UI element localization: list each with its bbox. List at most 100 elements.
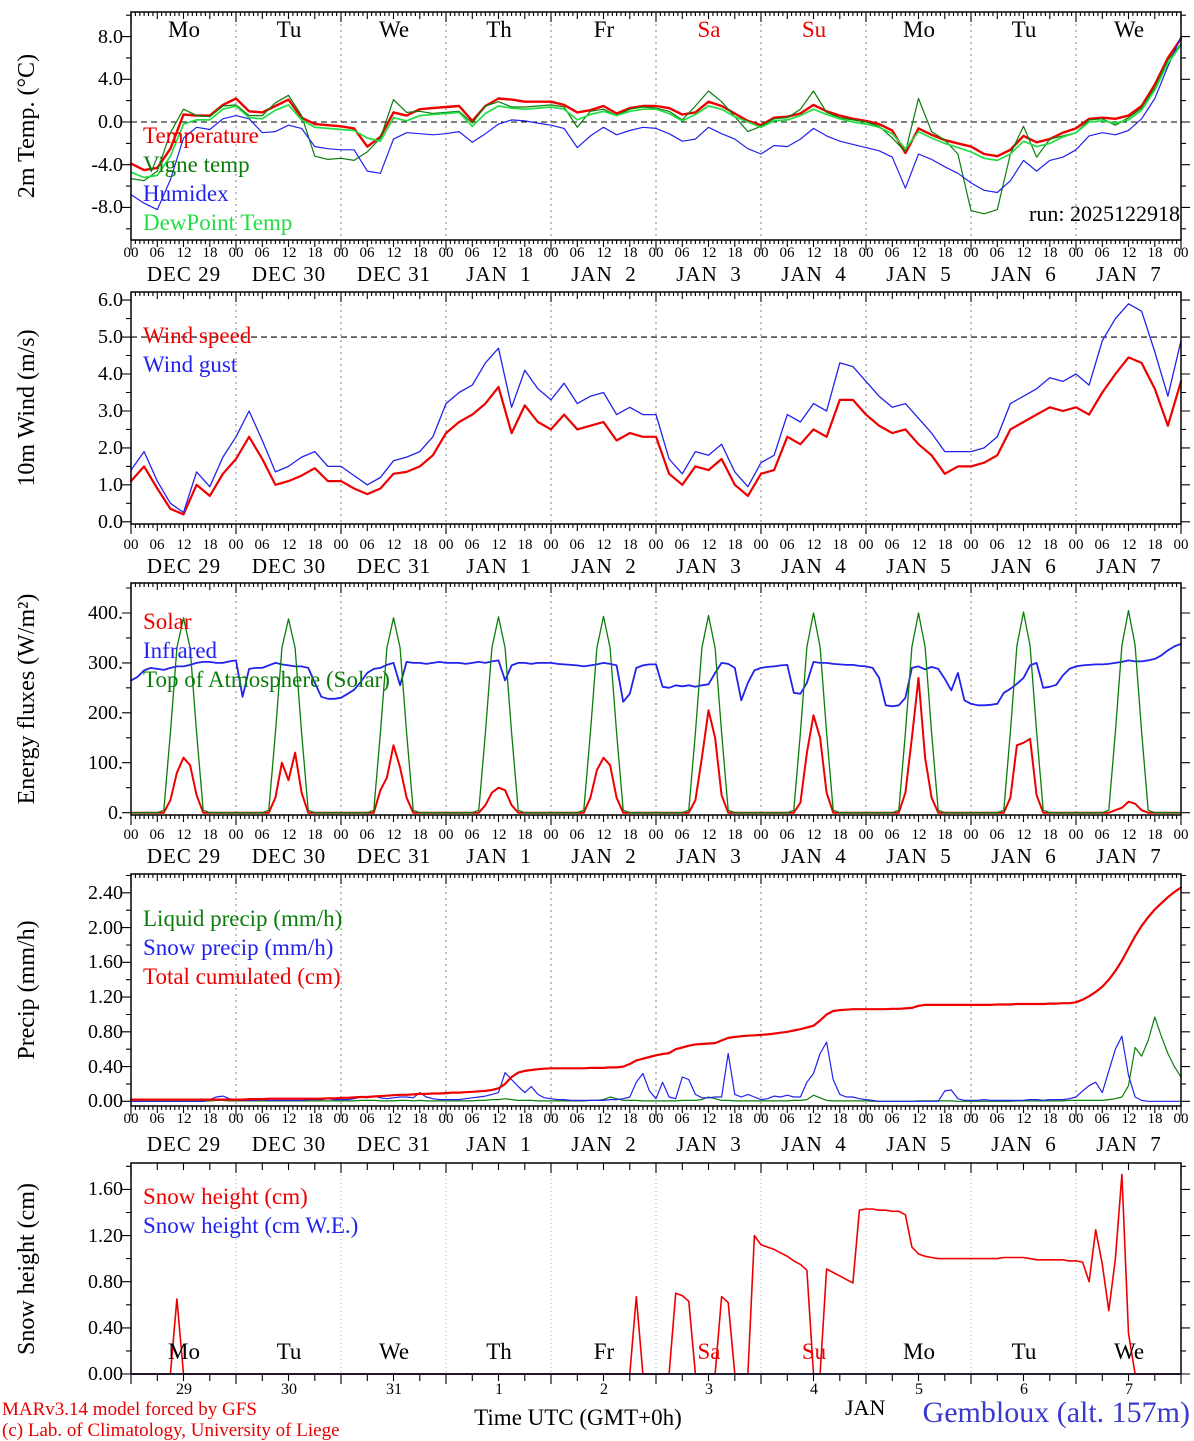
y-tick-label: 0.80	[88, 1271, 123, 1293]
hour-label: 12	[281, 827, 297, 843]
hour-label: 12	[701, 245, 717, 261]
day-label: JAN 4	[781, 554, 847, 578]
day-number-label: 30	[281, 1381, 297, 1398]
day-label: DEC 29	[146, 262, 222, 286]
hour-label: 12	[806, 245, 822, 261]
hour-label: 18	[727, 245, 743, 261]
day-number-label: 4	[810, 1381, 818, 1398]
y-tick-label: 0.80	[88, 1021, 123, 1043]
legend-item: Infrared	[143, 638, 218, 663]
day-label: JAN 4	[781, 1132, 847, 1156]
day-label: DEC 31	[356, 844, 432, 868]
hour-label: 06	[569, 537, 585, 553]
day-label: DEC 31	[356, 554, 432, 578]
legend-item: Total cumulated (cm)	[143, 964, 341, 989]
hour-label: 06	[1094, 827, 1110, 843]
hour-label: 18	[307, 245, 323, 261]
day-label: JAN 2	[571, 844, 637, 868]
hour-label: 18	[202, 1111, 218, 1127]
hour-label: 00	[753, 1111, 769, 1127]
y-tick-label: 4.0	[98, 68, 123, 90]
hour-label: 12	[1016, 537, 1032, 553]
hour-label: 12	[596, 245, 612, 261]
hour-label: 00	[438, 245, 454, 261]
weekday-label: Sa	[697, 1339, 721, 1364]
hour-label: 06	[569, 245, 585, 261]
weekday-label: Mo	[168, 17, 200, 42]
series-total-cumulated	[129, 886, 1183, 1101]
y-tick-label: 300.	[88, 652, 123, 674]
hour-label: 06	[254, 537, 270, 553]
y-axis-title-energy: Energy fluxes (W/m²)	[14, 593, 40, 805]
hour-label: 12	[1016, 245, 1032, 261]
y-tick-label: -8.0	[91, 196, 123, 218]
hour-label: 18	[832, 537, 848, 553]
day-label: DEC 30	[251, 262, 327, 286]
hour-label: 00	[1068, 245, 1084, 261]
hour-label: 06	[149, 245, 165, 261]
legend-item: Wind speed	[143, 323, 252, 348]
hour-label: 06	[464, 1111, 480, 1127]
y-tick-label: 2.40	[88, 882, 123, 904]
weekday-label: Sa	[697, 17, 721, 42]
hour-label: 18	[727, 537, 743, 553]
hour-label: 18	[412, 245, 428, 261]
hour-label: 00	[858, 827, 874, 843]
legend-item: Top of Atmosphere (Solar)	[143, 667, 390, 692]
weekday-label: We	[1113, 17, 1145, 42]
weekday-label: Su	[801, 1339, 827, 1364]
hour-label: 00	[648, 537, 664, 553]
hour-label: 12	[491, 245, 507, 261]
weekday-label: Tu	[276, 1339, 302, 1364]
day-label: JAN 7	[1096, 1132, 1162, 1156]
weekday-label: Fr	[593, 1339, 615, 1364]
hour-label: 18	[202, 827, 218, 843]
hour-label: 06	[359, 1111, 375, 1127]
hour-label: 12	[701, 827, 717, 843]
hour-label: 12	[281, 245, 297, 261]
series-liquid-precip	[130, 1016, 1182, 1102]
legend-item: Snow height (cm)	[143, 1184, 308, 1209]
hour-label: 00	[333, 537, 349, 553]
panel-frame-precip	[130, 873, 1182, 1107]
hour-label: 06	[884, 537, 900, 553]
hour-label: 06	[569, 827, 585, 843]
day-label: JAN 3	[676, 554, 742, 578]
legend-item: Snow precip (mm/h)	[143, 935, 334, 960]
hour-label: 00	[753, 245, 769, 261]
y-tick-label: 0.40	[88, 1056, 123, 1078]
weekday-label: Mo	[168, 1339, 200, 1364]
hour-label: 00	[123, 537, 139, 553]
hour-label: 18	[622, 827, 638, 843]
hour-label: 00	[333, 827, 349, 843]
hour-label: 00	[753, 827, 769, 843]
hour-label: 18	[622, 1111, 638, 1127]
day-label: JAN 2	[571, 262, 637, 286]
hour-label: 06	[779, 537, 795, 553]
day-label: DEC 29	[146, 844, 222, 868]
hour-label: 00	[963, 1111, 979, 1127]
hour-label: 00	[123, 1111, 139, 1127]
hour-label: 12	[1016, 1111, 1032, 1127]
hour-label: 00	[1173, 827, 1189, 843]
hour-label: 06	[149, 1111, 165, 1127]
legend-item: Liquid precip (mm/h)	[143, 906, 343, 931]
day-label: JAN 3	[676, 262, 742, 286]
hour-label: 00	[438, 827, 454, 843]
hour-label: 06	[464, 537, 480, 553]
y-tick-label: 0.0	[98, 111, 123, 133]
hour-label: 12	[596, 537, 612, 553]
hour-label: 18	[202, 537, 218, 553]
hour-label: 06	[674, 1111, 690, 1127]
legend-item: DewPoint Temp	[143, 210, 293, 235]
y-tick-label: 400.	[88, 602, 123, 624]
y-ticks	[122, 587, 1190, 814]
weekday-label: Tu	[276, 17, 302, 42]
hour-label: 12	[176, 827, 192, 843]
hour-label: 12	[1121, 827, 1137, 843]
hour-label: 18	[832, 245, 848, 261]
day-label: DEC 30	[251, 554, 327, 578]
y-tick-label: 6.0	[98, 289, 123, 311]
hour-label: 18	[1147, 827, 1163, 843]
y-tick-label: 2.0	[98, 437, 123, 459]
